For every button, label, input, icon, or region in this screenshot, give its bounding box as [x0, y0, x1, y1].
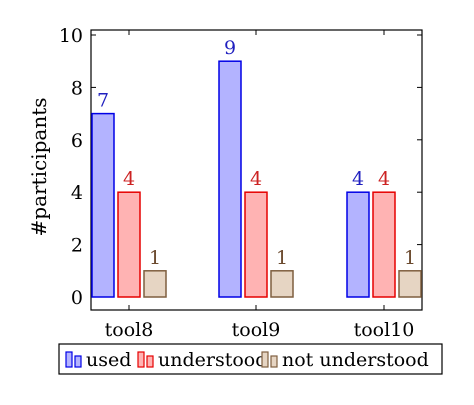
y-tick-label: 10	[59, 25, 83, 47]
data-label: 9	[224, 37, 236, 59]
legend: used understood not understood	[58, 343, 443, 375]
bars-layer	[91, 60, 422, 298]
x-tick-label: tool8	[105, 319, 154, 341]
data-label: 1	[404, 247, 416, 269]
data-label: 7	[97, 90, 109, 112]
y-tick-label: 2	[71, 235, 83, 257]
bar-used-tool10	[346, 191, 370, 298]
y-tick-label: 8	[71, 77, 83, 99]
data-label: 4	[250, 168, 262, 190]
bar-understood-tool9	[244, 191, 268, 298]
legend-label: not understood	[282, 349, 429, 371]
legend-swatch	[146, 355, 154, 368]
x-tick-label: tool9	[232, 319, 281, 341]
legend-swatch	[74, 355, 82, 368]
data-label: 1	[149, 247, 161, 269]
x-tick-label: tool10	[354, 319, 415, 341]
legend-frame	[58, 343, 443, 375]
bar-understood-tool8	[117, 191, 141, 298]
y-tick-label: 4	[71, 182, 83, 204]
legend-label: understood	[158, 349, 267, 371]
legend-label: used	[86, 349, 131, 371]
bar-used-tool8	[91, 112, 115, 298]
data-label: 4	[123, 168, 135, 190]
bar-used-tool9	[218, 60, 242, 298]
bar-not-understood-tool10	[398, 270, 422, 298]
y-tick-label: 6	[71, 130, 83, 152]
axes-layer: 0 2 4 6 8 10 tool8 tool9 tool10	[59, 25, 423, 341]
legend-swatch	[65, 351, 73, 368]
data-label: 1	[276, 247, 288, 269]
bar-understood-tool10	[372, 191, 396, 298]
data-label: 4	[352, 168, 364, 190]
bar-not-understood-tool9	[270, 270, 294, 298]
legend-swatch	[137, 351, 145, 368]
legend-swatch	[270, 355, 278, 368]
data-label: 4	[378, 168, 390, 190]
bar-not-understood-tool8	[143, 270, 167, 298]
y-axis-label: #participants	[27, 98, 51, 237]
y-tick-label: 0	[71, 287, 83, 309]
legend-swatch	[261, 351, 269, 368]
